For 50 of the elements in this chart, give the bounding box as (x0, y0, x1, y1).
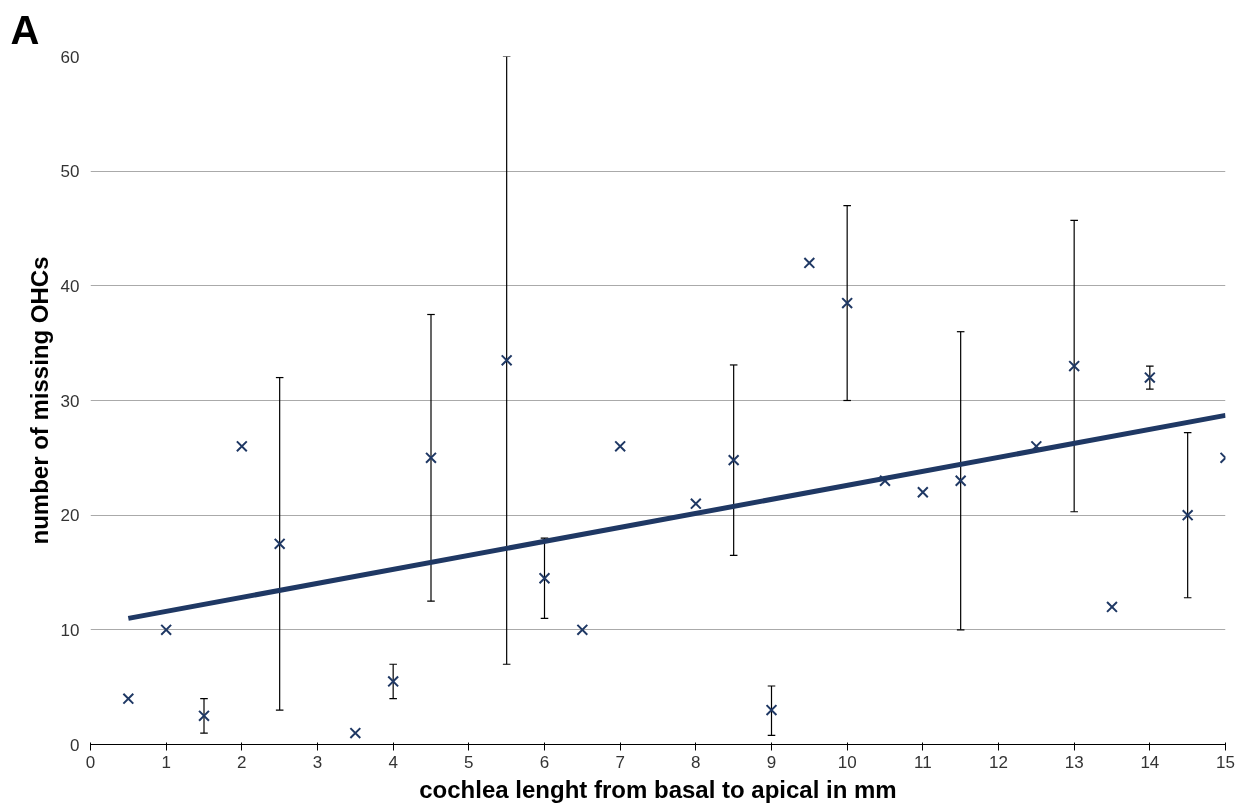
x-tick-label: 11 (914, 752, 932, 772)
point (765, 704, 778, 717)
point (1106, 600, 1118, 613)
point (1181, 509, 1194, 522)
y-tick-label: 0 (70, 735, 80, 755)
point (689, 497, 702, 510)
point (841, 297, 854, 309)
point (235, 440, 248, 453)
point (538, 572, 551, 585)
y-tick-label: 60 (60, 47, 80, 67)
point (614, 440, 627, 453)
y-tick-label: 40 (60, 276, 80, 296)
point (122, 692, 135, 705)
y-tick-label: 10 (60, 620, 80, 640)
point (879, 474, 891, 487)
x-tick-label: 3 (312, 752, 323, 772)
point (954, 474, 967, 487)
point (803, 256, 816, 269)
x-tick-label: 12 (989, 752, 1008, 772)
y-tick-label: 20 (60, 506, 80, 526)
point (349, 727, 362, 739)
point (576, 623, 589, 636)
point (500, 354, 513, 367)
point (1068, 360, 1081, 373)
point (727, 454, 740, 467)
x-tick-label: 6 (539, 752, 550, 772)
x-tick-label: 5 (464, 752, 474, 772)
x-tick-label: 15 (1216, 752, 1235, 772)
x-tick-label: 0 (85, 752, 96, 772)
point (916, 486, 929, 499)
point (387, 675, 400, 688)
x-tick-label: 7 (615, 752, 625, 772)
y-tick-label: 30 (60, 391, 80, 411)
y-tick-label: 50 (60, 162, 80, 182)
point (273, 537, 286, 550)
x-tick-label: 4 (388, 752, 398, 772)
point (425, 451, 437, 464)
text: A (10, 7, 40, 52)
y-axis-title: number of missing OHCs (25, 256, 53, 545)
x-tick-label: 14 (1140, 752, 1160, 772)
x-tick-label: 9 (766, 752, 777, 772)
x-tick-label: 13 (1064, 752, 1084, 772)
point (198, 709, 210, 722)
x-tick-label: 10 (837, 752, 857, 772)
x-tick-label: 1 (161, 752, 171, 772)
point (1143, 371, 1156, 384)
point (160, 623, 173, 636)
x-tick-label: 2 (237, 752, 247, 772)
x-tick-label: 8 (691, 752, 701, 772)
x-axis-title: cochlea lenght from basal to apical in mm (419, 775, 897, 803)
